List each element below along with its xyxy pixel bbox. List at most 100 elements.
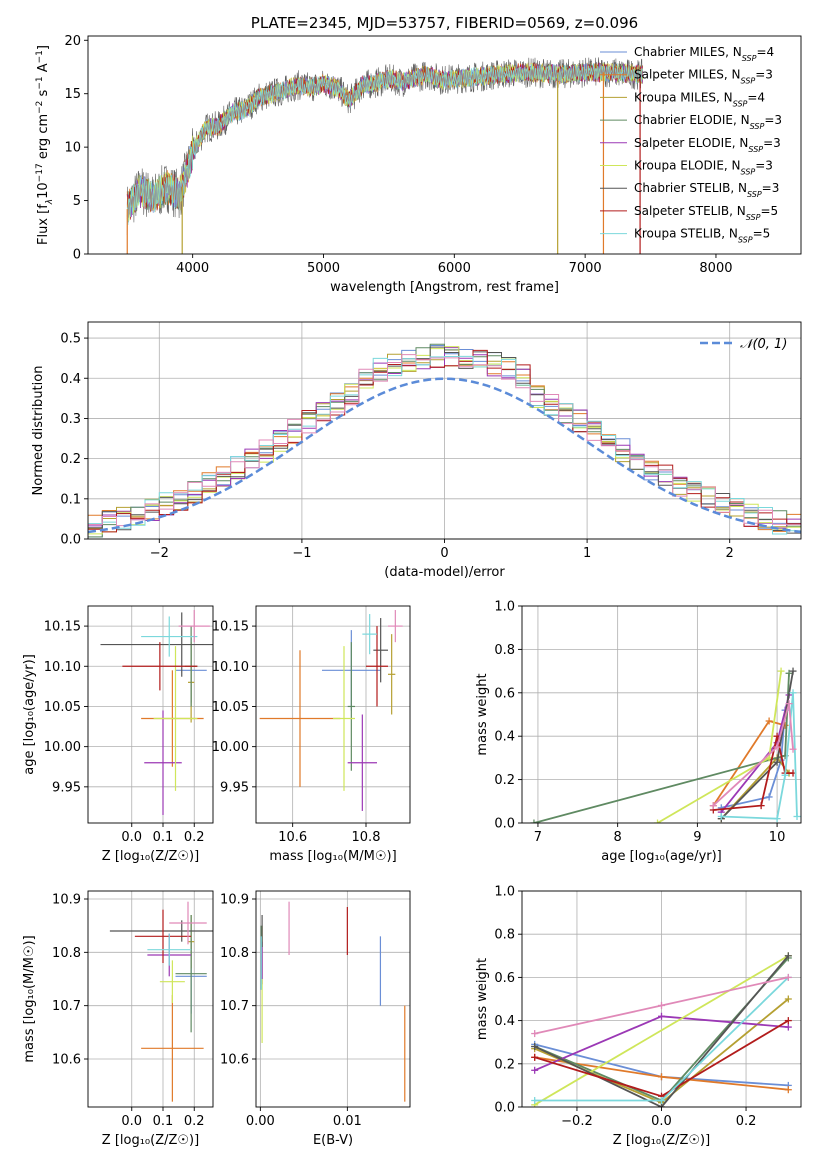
plot-area	[259, 610, 403, 811]
y-axis-label: Flux [fλ10−17 erg cm−2 s−1 A−1]	[35, 45, 55, 245]
y-tick-label: 10.8	[220, 946, 249, 961]
weight-marker	[658, 1012, 665, 1020]
y-tick-label: 0.3	[60, 412, 81, 427]
x-tick-label: −0.2	[561, 1114, 593, 1129]
axes-frame	[521, 605, 802, 824]
y-axis-label: Normed distribution	[31, 366, 46, 496]
x-tick-label: 9	[693, 830, 701, 845]
weight-marker	[784, 1086, 792, 1094]
axes-frame	[255, 890, 411, 1108]
x-axis-label: (data-model)/error	[384, 565, 505, 580]
spectrum-series-line	[126, 62, 643, 226]
weight-marker	[531, 1097, 539, 1105]
y-tick-label: 10.7	[52, 999, 81, 1014]
x-axis-label: E(B-V)	[313, 1133, 353, 1148]
plot-area	[531, 952, 792, 1107]
weight-marker	[658, 1073, 665, 1081]
plot-area	[260, 901, 406, 1102]
legend-label: Chabrier ELODIE, NSSP=3	[634, 113, 782, 131]
legend-label: Salpeter MILES, NSSP=3	[634, 68, 773, 86]
legend-label: Kroupa ELODIE, NSSP=3	[634, 159, 773, 177]
weight-marker	[765, 717, 773, 725]
x-tick-label: 7	[534, 830, 542, 845]
weight-marker	[785, 700, 793, 708]
legend-label: Salpeter ELODIE, NSSP=3	[634, 136, 781, 154]
x-tick-label: 0.2	[736, 1114, 757, 1129]
legend-label: Chabrier MILES, NSSP=4	[634, 45, 774, 63]
y-tick-label: 0.6	[494, 686, 515, 701]
x-axis-label: Z [log₁₀(Z/Z☉)]	[102, 849, 199, 864]
errorbar-point	[141, 616, 198, 657]
weight-marker	[784, 952, 792, 960]
weight-series-line	[712, 703, 794, 807]
x-tick-label: 2	[726, 546, 734, 561]
errorbar-point	[373, 618, 388, 683]
panel-mass-vs-Z: 0.0 0.1 0.2 10.6 10.7 10.8 10.9 Z [log₁₀(Z/Z☉)]…	[22, 890, 214, 1148]
plot-area	[109, 901, 213, 1102]
normal-curve-line	[88, 377, 801, 534]
x-tick-label: 0.00	[246, 1114, 275, 1129]
errorbar-point	[366, 626, 388, 707]
weight-marker	[765, 793, 773, 801]
weight-marker	[789, 745, 797, 753]
weight-marker	[773, 743, 781, 751]
x-tick-label: 4000	[176, 261, 209, 276]
weight-marker	[709, 802, 717, 810]
weight-series-line	[534, 955, 789, 1106]
x-tick-label: −1	[292, 546, 311, 561]
weight-marker	[784, 1017, 792, 1025]
legend-label: 𝒩(0, 1)	[740, 337, 787, 352]
y-tick-label: 10.9	[52, 893, 81, 908]
weight-marker	[531, 1030, 539, 1038]
x-axis-label: Z [log₁₀(Z/Z☉)]	[102, 1133, 199, 1148]
errorbar-point	[109, 920, 213, 942]
errorbar-point	[159, 960, 185, 1003]
weight-series-line	[712, 719, 786, 807]
x-tick-label: 0.2	[184, 830, 205, 845]
weight-marker	[784, 995, 792, 1003]
x-tick-label: 0.0	[121, 830, 142, 845]
x-tick-label: 10	[769, 830, 786, 845]
panel-mass-weight-vs-age: 7 8 9 10 0.0 0.2 0.4 0.6 0.8 1.0 age [log₁₀(age/yr…	[475, 600, 802, 864]
legend-label: Salpeter STELIB, NSSP=5	[634, 204, 778, 222]
weight-series-line	[534, 955, 789, 1107]
y-tick-label: 0.8	[494, 643, 515, 658]
y-tick-label: 10.00	[212, 740, 249, 755]
x-tick-label: −2	[150, 546, 169, 561]
errorbar-point	[333, 646, 355, 791]
x-tick-label: 8	[614, 830, 622, 845]
x-axis-label: age [log₁₀(age/yr)]	[601, 849, 722, 864]
x-tick-label: 10.6	[278, 830, 307, 845]
axes-frame	[87, 35, 802, 255]
weight-marker	[789, 689, 797, 697]
x-tick-label: 0	[440, 546, 448, 561]
y-tick-label: 10.05	[212, 700, 249, 715]
y-tick-label: 0.0	[494, 1101, 515, 1116]
weight-marker	[658, 1097, 665, 1105]
chart-title: PLATE=2345, MJD=53757, FIBERID=0569, z=0…	[251, 14, 638, 32]
plot-area	[126, 57, 643, 254]
y-tick-label: 0.2	[494, 773, 515, 788]
errorbar-point	[388, 610, 403, 643]
errorbar-point	[175, 915, 207, 1033]
weight-marker	[789, 667, 797, 675]
errorbar-point	[178, 610, 210, 643]
plot-area	[100, 610, 213, 815]
errorbar-point	[347, 714, 377, 811]
x-tick-label: 0.01	[333, 1114, 362, 1129]
y-tick-label: 10.15	[44, 620, 81, 635]
y-tick-label: 0.4	[494, 1014, 515, 1029]
panel-mass-vs-EBV: 0.00 0.01 10.6 10.7 10.8 10.9 E(B-V)	[220, 890, 411, 1148]
errorbar-point	[388, 634, 396, 715]
plot-area	[530, 667, 801, 823]
y-tick-label: 9.95	[52, 780, 81, 795]
legend-label: Chabrier STELIB, NSSP=3	[634, 181, 779, 199]
x-axis-label: mass [log₁₀(M/M☉)]	[269, 849, 396, 864]
weight-marker	[531, 1043, 539, 1051]
x-tick-label: 10.8	[352, 830, 381, 845]
errorbar-point	[347, 642, 355, 771]
y-tick-label: 0.5	[60, 332, 81, 347]
panel-mass-weight-vs-Z: −0.2 0.0 0.2 0.0 0.2 0.4 0.6 0.8 1.0 Z [log₁₀(Z/Z…	[475, 885, 802, 1148]
y-tick-label: 1.0	[494, 885, 515, 900]
